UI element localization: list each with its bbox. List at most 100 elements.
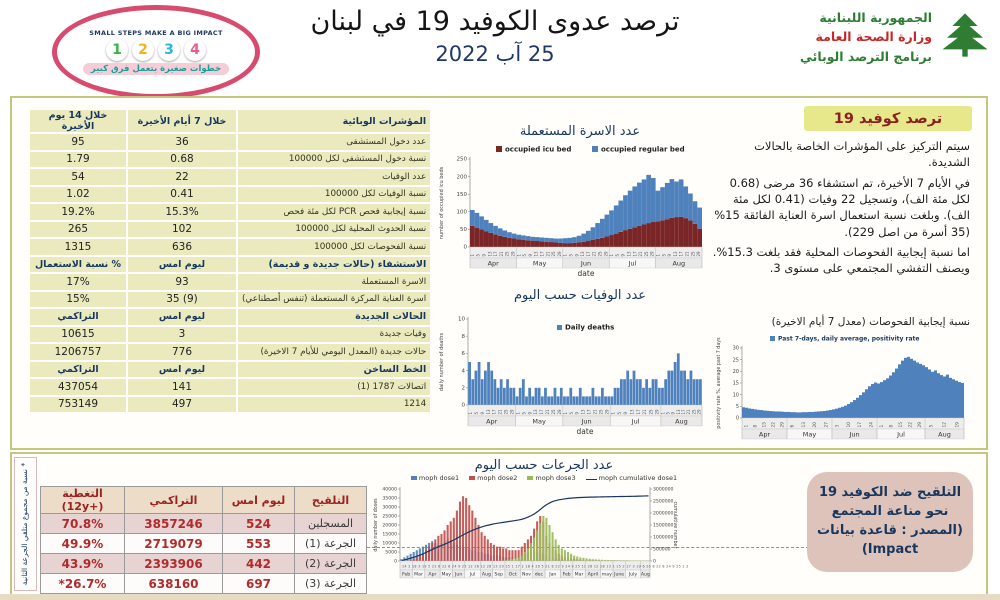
svg-text:12: 12 — [942, 422, 948, 428]
svg-text:27: 27 — [823, 422, 829, 428]
campaign-logo-text-ar: خطوات صغيرة بتعمل فرق كبير — [82, 63, 230, 75]
indicator-label: عدد الوفيات — [238, 169, 431, 185]
svg-text:25: 25 — [504, 409, 509, 415]
svg-text:13: 13 — [533, 409, 538, 415]
campaign-number-2: 2 — [132, 39, 154, 61]
svg-text:13: 13 — [673, 251, 678, 257]
svg-text:1: 1 — [744, 425, 750, 428]
vaccination-panel: * نسبة من مجموع متلقي الجرعة الثانية الت… — [10, 452, 988, 596]
svg-text:Feb: Feb — [402, 572, 410, 578]
svg-text:29: 29 — [917, 422, 923, 428]
svg-text:1: 1 — [656, 254, 661, 257]
svg-text:2: 2 — [462, 386, 466, 392]
svg-text:24: 24 — [868, 422, 874, 428]
svg-text:5: 5 — [569, 254, 574, 257]
svg-text:21: 21 — [592, 251, 597, 257]
indicator-value: 265 — [30, 221, 126, 237]
cedar-tree-icon — [938, 8, 992, 66]
doses-chart-block: عدد الجرعات حسب اليوم moph dose1 moph dos… — [370, 458, 718, 597]
header-cell: التلقيح — [294, 486, 367, 514]
svg-text:occupied regular bed: occupied regular bed — [601, 146, 685, 154]
svg-text:13: 13 — [487, 251, 492, 257]
svg-text:29: 29 — [557, 251, 562, 257]
svg-text:29: 29 — [655, 409, 660, 415]
svg-text:9: 9 — [574, 254, 579, 257]
section-header-row: التراكمي ليوم امس الخط الساخن — [30, 361, 431, 377]
legend-line-swatch — [585, 479, 597, 480]
indicator-value: 1.02 — [30, 186, 126, 202]
section-header-row: التراكمي ليوم امس الحالات الجديدة — [30, 309, 431, 325]
svg-text:8: 8 — [462, 334, 466, 340]
deaths-chart-title: عدد الوفيات حسب اليوم — [513, 288, 647, 303]
indicator-value: 753149 — [30, 396, 126, 412]
header-cell: ليوم امس — [128, 361, 236, 377]
svg-text:13: 13 — [801, 422, 807, 428]
svg-text:25: 25 — [691, 409, 696, 415]
header-cell: % نسبة الاستعمال — [30, 256, 126, 272]
surveillance-paragraph-1: سيتم التركيز على المؤشرات الخاصة بالحالا… — [754, 139, 970, 170]
svg-text:Aug: Aug — [675, 418, 688, 426]
surveillance-title-box: ترصد كوفيد 19 — [804, 106, 972, 131]
surveillance-paragraph-2: في الأيام 7 الأخيرة، تم استشفاء 36 مرضى … — [714, 175, 970, 239]
svg-text:occupied icu bed: occupied icu bed — [505, 146, 571, 154]
svg-text:10: 10 — [733, 392, 739, 398]
svg-text:Apr: Apr — [488, 260, 500, 268]
moph-line1: الجمهورية اللبنانية — [819, 10, 932, 25]
svg-text:13: 13 — [676, 409, 681, 415]
vaccination-value: 2719079 — [124, 533, 223, 554]
svg-text:5: 5 — [617, 412, 622, 415]
svg-text:15: 15 — [733, 381, 739, 387]
svg-text:June: June — [613, 572, 624, 578]
svg-text:Sep: Sep — [494, 572, 503, 578]
svg-text:1: 1 — [516, 254, 521, 257]
svg-text:9: 9 — [527, 412, 532, 415]
svg-text:Jul: Jul — [469, 572, 476, 578]
legend-swatch — [527, 476, 534, 480]
svg-text:Jun: Jun — [454, 572, 462, 578]
svg-text:9: 9 — [480, 412, 485, 415]
surveillance-text: سيتم التركيز على المؤشرات الخاصة بالحالا… — [712, 138, 970, 281]
vaccination-value: 43.9% — [40, 553, 125, 574]
svg-text:Jun: Jun — [848, 431, 859, 439]
indicator-label: الاسرة المستعملة — [238, 274, 431, 290]
indicator-value: 776 — [128, 344, 236, 360]
legend-item: moph dose2 — [469, 474, 517, 482]
svg-text:22: 22 — [908, 422, 914, 428]
svg-text:1: 1 — [515, 412, 520, 415]
indicator-value: 1315 — [30, 239, 126, 255]
indicator-label: 1214 — [238, 396, 431, 412]
header-cell: الخط الساخن — [238, 361, 431, 377]
table-row: 437054 141 اتصالات 1787 (1) — [30, 379, 431, 395]
svg-text:6: 6 — [790, 425, 796, 428]
vaccination-value: 26.7%* — [40, 573, 125, 594]
indicator-value: 102 — [128, 221, 236, 237]
table-row: 70.8% 3857246 524 المسجلين — [40, 513, 367, 534]
page-bottom-strip — [0, 594, 1000, 600]
svg-text:Jun: Jun — [581, 418, 592, 426]
svg-text:25: 25 — [551, 409, 556, 415]
positivity-chart: Past 7-days, daily average, positivity r… — [716, 336, 965, 440]
header-cell: التراكمي — [30, 309, 126, 325]
svg-text:May: May — [442, 572, 452, 578]
svg-text:6: 6 — [462, 351, 466, 357]
header-cell: ليوم امس — [128, 309, 236, 325]
svg-text:cumulative number: cumulative number — [672, 502, 678, 549]
table-row: 43.9% 2393906 442 الجرعة (2) — [40, 553, 367, 574]
svg-text:50: 50 — [460, 227, 467, 233]
indicator-value: 141 — [128, 379, 236, 395]
campaign-number-4: 4 — [184, 39, 206, 61]
svg-text:number of occupied icu beds: number of occupied icu beds — [439, 166, 445, 239]
vaccination-message-box: التلقيح ضد الكوفيد 19 نحو مناعة المجتمع … — [807, 472, 973, 572]
svg-text:13: 13 — [629, 409, 634, 415]
indicator-value: 1.79 — [30, 151, 126, 167]
svg-text:20: 20 — [812, 422, 818, 428]
table-row: 265 102 نسبة الحدوث المحلية لكل 100000 — [30, 221, 431, 237]
report-header: ترصد عدوى الكوفيد 19 في لبنان 25 آب 2022 — [300, 6, 690, 66]
svg-text:21: 21 — [642, 409, 647, 415]
svg-text:29: 29 — [604, 409, 609, 415]
svg-text:1: 1 — [660, 412, 665, 415]
header-cell: خلال 14 يوم الأخيرة — [30, 110, 126, 132]
svg-text:15000: 15000 — [382, 532, 397, 538]
